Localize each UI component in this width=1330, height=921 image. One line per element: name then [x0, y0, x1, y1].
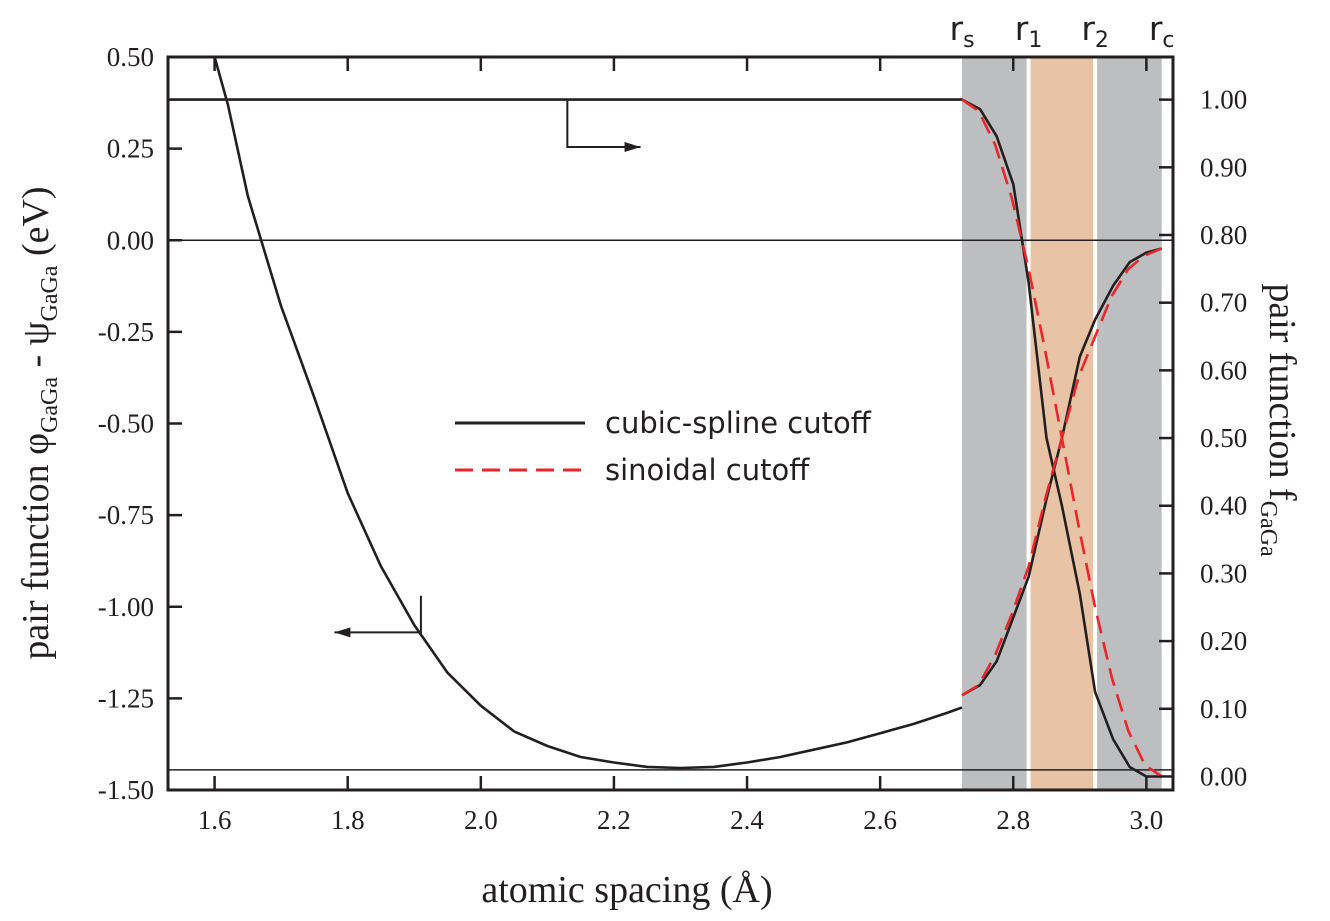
y-left-tick-label-5: -0.75: [98, 500, 154, 530]
arrow-head-1: [334, 627, 351, 638]
band-r2-rc: [1097, 57, 1162, 790]
y-right-tick-label-5: 0.50: [1200, 423, 1247, 453]
x-tick-label-3: 2.2: [597, 805, 631, 835]
background-bands: [962, 57, 1162, 790]
arrow-0: [566, 99, 641, 149]
y-left-axis-title: pair function φGaGa - ψGaGa (eV): [15, 186, 63, 659]
arrows-layer: [334, 99, 641, 638]
series-line-0: [213, 56, 963, 770]
region-labels: rs r1 r2 rc: [949, 9, 1174, 53]
y-right-tick-label-8: 0.20: [1200, 626, 1247, 656]
y-left-tick-label-6: -1.00: [98, 592, 154, 622]
region-label-2: r2: [1081, 9, 1109, 53]
reference-lines: [168, 239, 1173, 771]
x-axis-ticks: 1.6 1.8 2.0 2.2 2.4 2.6 2.8 3.0: [198, 57, 1164, 835]
legend-solid-label: cubic-spline cutoff: [605, 406, 872, 440]
x-tick-label-6: 2.8: [996, 805, 1030, 835]
x-tick-label-5: 2.6: [863, 805, 897, 835]
y-left-tick-label-2: 0.00: [107, 225, 154, 255]
region-label-s: rs: [949, 9, 974, 53]
y-right-tick-label-4: 0.60: [1200, 355, 1247, 385]
x-axis-title: atomic spacing (Å): [481, 869, 772, 911]
y-right-axis-ticks: 1.00 0.90 0.80 0.70 0.60 0.50 0.40 0.30 0.20 0.10…: [1159, 85, 1247, 791]
x-tick-label-1: 1.8: [331, 805, 365, 835]
y-left-tick-label-0: 0.50: [107, 42, 154, 72]
arrow-1: [334, 595, 422, 634]
x-tick-label-7: 3.0: [1130, 805, 1164, 835]
y-right-tick-label-10: 0.00: [1200, 761, 1247, 791]
y-left-axis-ticks: 0.50 0.25 0.00 -0.25 -0.50 -0.75 -1.00 -1.25 -1.…: [98, 42, 182, 805]
region-label-c: rc: [1149, 9, 1175, 53]
x-tick-label-4: 2.4: [730, 805, 764, 835]
y-right-tick-label-0: 1.00: [1200, 85, 1247, 115]
x-tick-label-0: 1.6: [198, 805, 232, 835]
series-line-4: [961, 247, 1163, 697]
y-right-tick-label-3: 0.70: [1200, 288, 1247, 318]
band-rs-r1: [962, 57, 1027, 790]
y-left-tick-label-8: -1.50: [98, 775, 154, 805]
y-right-tick-label-2: 0.80: [1200, 220, 1247, 250]
y-right-tick-label-6: 0.40: [1200, 491, 1247, 521]
y-right-tick-label-1: 0.90: [1200, 152, 1247, 182]
x-tick-label-2: 2.0: [464, 805, 498, 835]
legend: cubic-spline cutoff sinoidal cutoff: [455, 406, 872, 487]
y-right-axis-title: pair function fGaGa: [1255, 283, 1303, 557]
y-right-tick-label-7: 0.30: [1200, 558, 1247, 588]
y-left-tick-label-3: -0.25: [98, 317, 154, 347]
y-left-tick-label-1: 0.25: [107, 134, 154, 164]
band-r1-r2: [1030, 57, 1094, 790]
series-layer: [168, 56, 1163, 778]
legend-dashed-label: sinoidal cutoff: [605, 453, 810, 487]
y-left-tick-label-7: -1.25: [98, 683, 154, 713]
arrow-head-0: [624, 142, 641, 153]
region-label-1: r1: [1015, 9, 1043, 53]
y-left-tick-label-4: -0.50: [98, 409, 154, 439]
y-right-tick-label-9: 0.10: [1200, 694, 1247, 724]
